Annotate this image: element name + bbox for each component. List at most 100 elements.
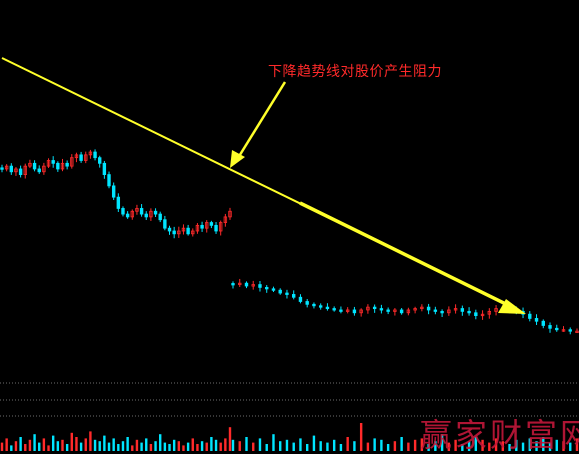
candle-body xyxy=(88,151,93,156)
volume-bar xyxy=(0,442,4,451)
candle-body xyxy=(271,288,276,291)
volume-bar xyxy=(177,441,181,451)
volume-bar xyxy=(24,444,27,451)
volume-bar xyxy=(461,444,464,451)
volume-bar xyxy=(93,439,97,451)
candle-body xyxy=(107,174,111,187)
volume-bar xyxy=(42,438,46,451)
volume-bar xyxy=(326,442,329,451)
candle-body xyxy=(74,154,79,159)
volume-bar xyxy=(210,437,213,451)
candle-body xyxy=(60,162,65,170)
volume-bar xyxy=(542,437,545,451)
volume-bar xyxy=(332,439,336,451)
candle-body xyxy=(23,165,27,175)
candle-body xyxy=(177,230,181,235)
volume-bar xyxy=(126,437,129,451)
downtrend-arrowhead xyxy=(498,299,526,314)
candle-body xyxy=(56,162,60,170)
volume-bar xyxy=(305,444,309,451)
volume-bar xyxy=(103,435,106,451)
volume-bar xyxy=(285,439,289,451)
volume-bar xyxy=(528,438,531,451)
candle-body xyxy=(265,286,269,290)
volume-bar xyxy=(373,438,376,451)
annotation-text: 下降趋势线对股价产生阻力 xyxy=(268,64,442,80)
candle-body xyxy=(406,309,411,314)
candle-body xyxy=(172,230,176,235)
candle-body xyxy=(251,284,255,287)
volume-bar xyxy=(89,431,92,451)
annotation-arrow-shaft xyxy=(236,81,287,159)
volume-bar xyxy=(535,441,538,451)
candle-body xyxy=(345,309,350,312)
volume-bar xyxy=(98,441,101,451)
volume-bar xyxy=(219,442,222,451)
volume-bar xyxy=(214,439,218,451)
candle-body xyxy=(278,289,282,294)
volume-bar xyxy=(51,435,55,451)
candle-body xyxy=(568,329,572,332)
candle-body xyxy=(534,318,539,322)
candle-body xyxy=(440,310,444,314)
volume-bar xyxy=(5,438,8,451)
volume-bar xyxy=(494,438,498,451)
candle-body xyxy=(139,208,144,215)
volume-bar xyxy=(420,438,424,451)
candle-body xyxy=(285,292,289,295)
candle-body xyxy=(158,213,162,221)
candle-body xyxy=(453,308,458,311)
candle-body xyxy=(541,320,545,326)
candle-body xyxy=(32,162,37,170)
volume-bar xyxy=(191,438,194,451)
volume-bar xyxy=(245,437,248,451)
downtrend-line-bold xyxy=(299,201,513,309)
volume-bar xyxy=(47,445,50,451)
volume-bar xyxy=(238,441,241,451)
volume-bar xyxy=(447,442,451,451)
annotation-arrow-head xyxy=(230,150,245,168)
candle-body xyxy=(28,162,32,167)
volume-bar xyxy=(33,434,36,451)
volume-bar xyxy=(186,442,190,451)
candle-body xyxy=(474,312,478,316)
candle-body xyxy=(149,210,153,218)
volume-bar xyxy=(228,427,232,451)
candle-body xyxy=(413,308,417,311)
candle-body xyxy=(298,296,303,302)
candle-body xyxy=(393,309,397,312)
volume-bar xyxy=(434,441,437,451)
volume-bar xyxy=(38,442,41,451)
volume-bar xyxy=(501,441,505,451)
candle-body xyxy=(135,208,139,212)
volume-bar xyxy=(79,442,83,451)
candle-body xyxy=(153,210,158,215)
volume-bar xyxy=(252,442,255,451)
candle-body xyxy=(181,227,186,232)
candle-body xyxy=(244,282,249,287)
volume-bar xyxy=(481,439,484,451)
volume-bar xyxy=(569,442,572,451)
candle-body xyxy=(399,309,404,314)
candle-body xyxy=(352,309,357,314)
volume-bar xyxy=(555,439,558,451)
volume-bar xyxy=(515,439,518,451)
candle-body xyxy=(205,222,209,229)
volume-bar xyxy=(393,441,397,451)
volume-bar xyxy=(117,444,120,451)
volume-bar xyxy=(474,437,478,451)
candle-body xyxy=(528,313,532,319)
candle-body xyxy=(191,230,195,235)
volume-bar xyxy=(200,441,204,451)
candle-body xyxy=(460,308,465,312)
volume-bar xyxy=(575,438,579,451)
candle-body xyxy=(420,306,424,310)
candle-body xyxy=(292,294,296,298)
candle-body xyxy=(379,308,384,311)
volume-bar xyxy=(168,444,171,451)
candle-body xyxy=(51,160,55,164)
candle-body xyxy=(130,210,134,218)
candle-body xyxy=(195,224,200,232)
